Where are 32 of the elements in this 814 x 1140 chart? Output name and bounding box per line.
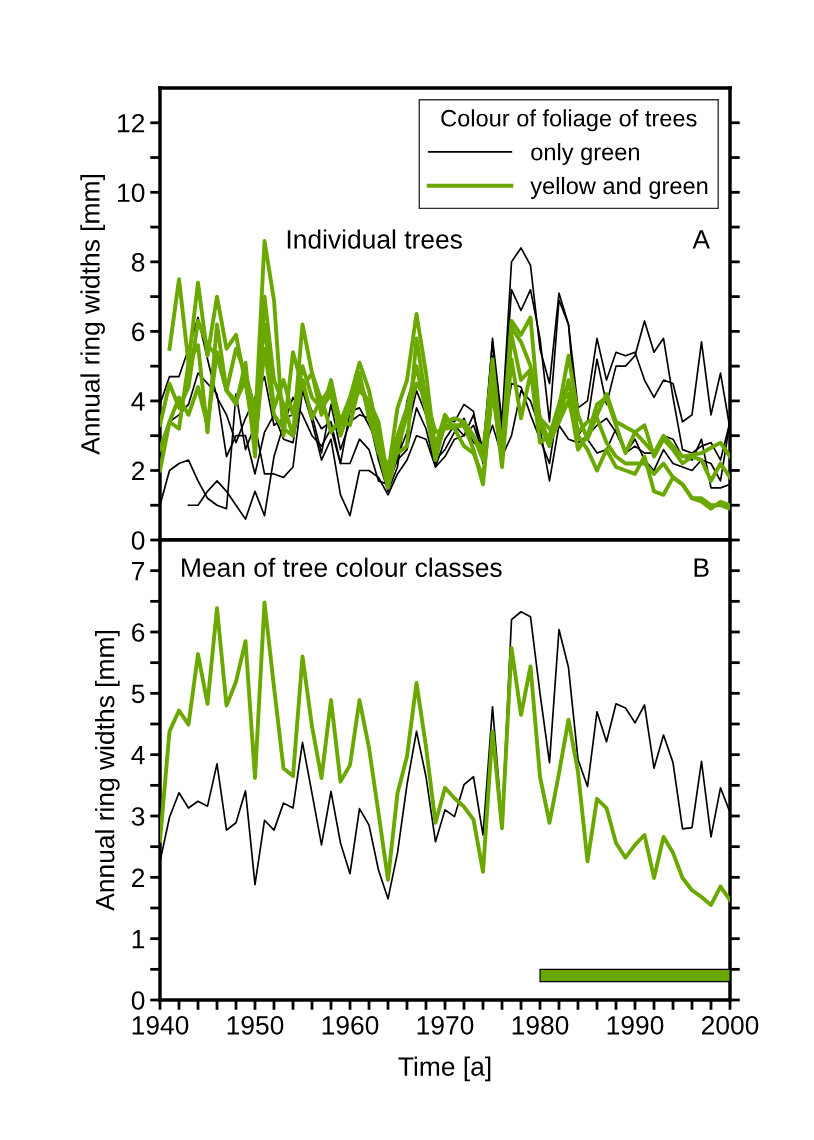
y-tick-label: 12 [118,113,145,133]
x-tick-label: 1970 [417,1015,474,1035]
legend-label: only green [531,143,639,166]
y-tick-label: 6 [132,322,145,342]
annotation: Individual trees [287,229,462,249]
annotation: Mean of tree colour classes [182,557,502,577]
y-axis-title: Annual ring widths [mm] [80,175,105,455]
annotation: B [694,558,709,577]
y-tick-label: 1 [132,930,145,949]
y-tick-label: 3 [131,807,145,826]
x-tick-label: 2000 [701,1015,759,1035]
y-tick-label: 8 [131,252,145,272]
y-tick-label: 0 [131,991,145,1010]
x-tick-label: 1950 [227,1015,284,1035]
legend-label: yellow and green [530,176,708,199]
x-tick-label: 1980 [512,1015,569,1035]
x-axis-title: Time [a] [398,1056,491,1082]
y-tick-label: 5 [131,684,145,704]
y-axis-title: Annual ring widths [mm] [95,631,120,911]
annotation: A [692,230,710,249]
y-tick-label: 10 [118,183,145,203]
x-tick-label: 1960 [322,1015,379,1035]
x-tick-label: 1940 [132,1015,189,1035]
x-tick-label: 1990 [607,1015,664,1035]
y-tick-label: 0 [131,531,145,550]
y-tick-label: 7 [132,562,145,581]
y-tick-label: 2 [132,868,145,887]
y-tick-label: 4 [131,392,145,411]
legend-title: Colour of foliage of trees [441,109,697,132]
y-tick-label: 6 [132,623,145,642]
y-tick-label: 4 [131,746,145,765]
y-tick-label: 2 [132,461,145,481]
